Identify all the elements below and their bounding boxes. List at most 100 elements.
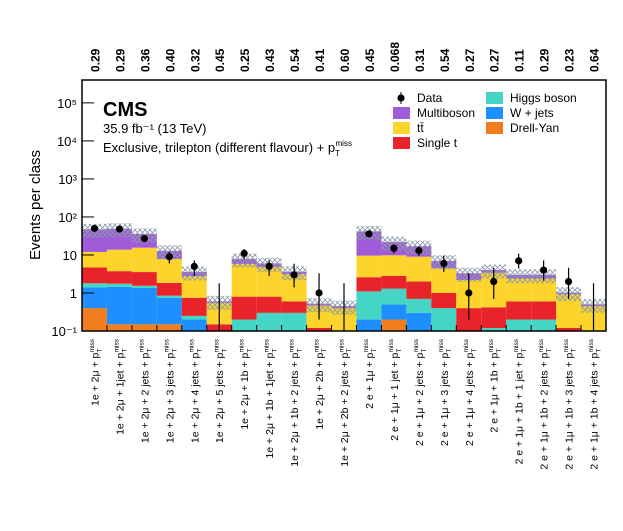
legend-swatch bbox=[393, 107, 410, 119]
data-point bbox=[515, 257, 523, 265]
bar-segment bbox=[82, 308, 107, 331]
bar-segment bbox=[82, 283, 107, 288]
x-tick-label: 1e + 2μ + 1jet + pTmiss bbox=[114, 338, 129, 435]
p-value-label: 0.45 bbox=[363, 48, 377, 72]
bar-segment bbox=[131, 324, 157, 331]
data-point bbox=[390, 244, 398, 252]
legend-swatch bbox=[393, 137, 410, 149]
bar-segment bbox=[406, 256, 432, 282]
bar-segment bbox=[231, 319, 257, 331]
bar-segment bbox=[356, 291, 382, 320]
x-tick-label: 1e + 2μ + 1b + pTmiss bbox=[238, 338, 253, 429]
y-tick-label: 10⁵ bbox=[57, 96, 77, 111]
bar-segment bbox=[506, 319, 532, 331]
data-point bbox=[265, 262, 273, 271]
data-point bbox=[240, 249, 248, 257]
bar-segment bbox=[281, 312, 307, 331]
p-value-label: 0.36 bbox=[138, 48, 152, 72]
y-tick-label: 10 bbox=[63, 248, 77, 263]
legend-label: Single t bbox=[417, 136, 458, 150]
bar-segment bbox=[356, 255, 382, 278]
legend-label: W + jets bbox=[510, 106, 554, 120]
x-tick-label: 2 e + 1μ + pTmiss bbox=[363, 338, 378, 409]
bar-segment bbox=[106, 271, 132, 284]
data-point bbox=[365, 230, 373, 238]
bar-segment bbox=[181, 319, 207, 331]
y-tick-label: 10² bbox=[58, 210, 77, 225]
legend-marker bbox=[397, 94, 405, 102]
bar-segment bbox=[381, 319, 407, 331]
p-value-label: 0.23 bbox=[563, 48, 577, 72]
uncertainty-band bbox=[506, 269, 532, 284]
data-point bbox=[440, 259, 448, 267]
p-value-label: 0.54 bbox=[288, 48, 302, 72]
bar-segment bbox=[406, 298, 432, 313]
bar-segment bbox=[431, 292, 457, 309]
x-tick-label: 1e + 2μ + pTmiss bbox=[89, 338, 104, 406]
data-point bbox=[190, 262, 198, 271]
legend-label: Drell-Yan bbox=[510, 121, 559, 135]
p-value-label: 0.27 bbox=[488, 48, 502, 72]
data-point bbox=[465, 289, 473, 297]
y-tick-label: 1 bbox=[70, 286, 77, 301]
bar-segment bbox=[431, 308, 457, 331]
luminosity: 35.9 fb⁻¹ (13 TeV) bbox=[103, 121, 206, 136]
x-tick-label: 1e + 2μ + 4 jets + pTmiss bbox=[189, 338, 204, 443]
bar-segment bbox=[406, 281, 432, 299]
x-tick-label: 2 e + 1μ + 1b + pTmiss bbox=[488, 338, 503, 432]
x-tick-label: 1e + 2μ + 3 jets + pTmiss bbox=[164, 338, 179, 443]
bar-segment bbox=[256, 296, 282, 313]
x-tick-label: 2 e + 1μ + 1b + 2 jets + pTmiss bbox=[538, 338, 553, 469]
bar-segment bbox=[82, 251, 107, 268]
x-tick-label: 1e + 2μ + 1b + 2 jets + pTmiss bbox=[288, 338, 303, 466]
y-axis-label: Events per class bbox=[27, 150, 44, 260]
x-tick-label: 1e + 2μ + 2 jets + pTmiss bbox=[139, 338, 154, 443]
y-tick-label: 10⁻¹ bbox=[51, 324, 77, 339]
p-value-label: 0.29 bbox=[538, 48, 552, 72]
bar-segment bbox=[156, 295, 182, 298]
x-tick-label: 2 e + 1μ + 2 jets + pTmiss bbox=[413, 338, 428, 446]
p-value-label: 0.54 bbox=[438, 48, 452, 72]
x-tick-label: 2 e + 1μ + 4 jets + pTmiss bbox=[463, 338, 478, 446]
y-tick-label: 10⁴ bbox=[57, 134, 77, 149]
data-point bbox=[165, 253, 173, 261]
p-value-label: 0.40 bbox=[163, 48, 177, 72]
bar-segment bbox=[181, 297, 207, 316]
bar-segment bbox=[531, 278, 557, 302]
p-value-label: 0.29 bbox=[88, 48, 102, 72]
bar-segment bbox=[231, 263, 257, 297]
bar-segment bbox=[82, 287, 107, 309]
x-tick-label: 1e + 2μ + 2b + 2 jets + pTmiss bbox=[338, 338, 353, 466]
x-tick-label: 2 e + 1μ + 1 jet + pTmiss bbox=[388, 338, 403, 440]
bar-segment bbox=[306, 327, 332, 331]
bar-segment bbox=[356, 277, 382, 292]
bar-segment bbox=[156, 297, 182, 325]
p-value-label: 0.11 bbox=[513, 49, 527, 72]
bar-segment bbox=[106, 286, 132, 325]
bar-segment bbox=[131, 285, 157, 289]
p-value-label: 0.60 bbox=[338, 48, 352, 72]
bar-segment bbox=[106, 324, 132, 331]
x-tick-label: 2 e + 1μ + 3 jets + pTmiss bbox=[438, 338, 453, 446]
bar-segment bbox=[381, 255, 407, 276]
uncertainty-band bbox=[231, 253, 257, 268]
bar-segment bbox=[256, 312, 282, 331]
bar-segment bbox=[131, 288, 157, 325]
bar-segment bbox=[406, 312, 432, 331]
bar-segment bbox=[181, 315, 207, 320]
p-value-label: 0.29 bbox=[113, 48, 127, 72]
legend-swatch bbox=[393, 122, 410, 134]
data-point bbox=[90, 224, 99, 232]
annotation: Exclusive, trilepton (different flavour)… bbox=[103, 139, 352, 158]
x-tick-label: 2 e + 1μ + 1b + 1 jet + pTmiss bbox=[513, 338, 528, 464]
uncertainty-band bbox=[381, 236, 407, 251]
x-tick-label: 1e + 2μ + 2b + pTmiss bbox=[313, 338, 328, 429]
x-tick-label: 2 e + 1μ + 1b + 4 jets + pTmiss bbox=[588, 338, 603, 469]
bar-segment bbox=[481, 327, 507, 331]
bar-segment bbox=[556, 327, 582, 331]
plot-frame bbox=[81, 79, 607, 332]
bar-segment bbox=[131, 272, 157, 286]
legend-label: Data bbox=[417, 91, 443, 105]
bar-segment bbox=[106, 249, 132, 272]
